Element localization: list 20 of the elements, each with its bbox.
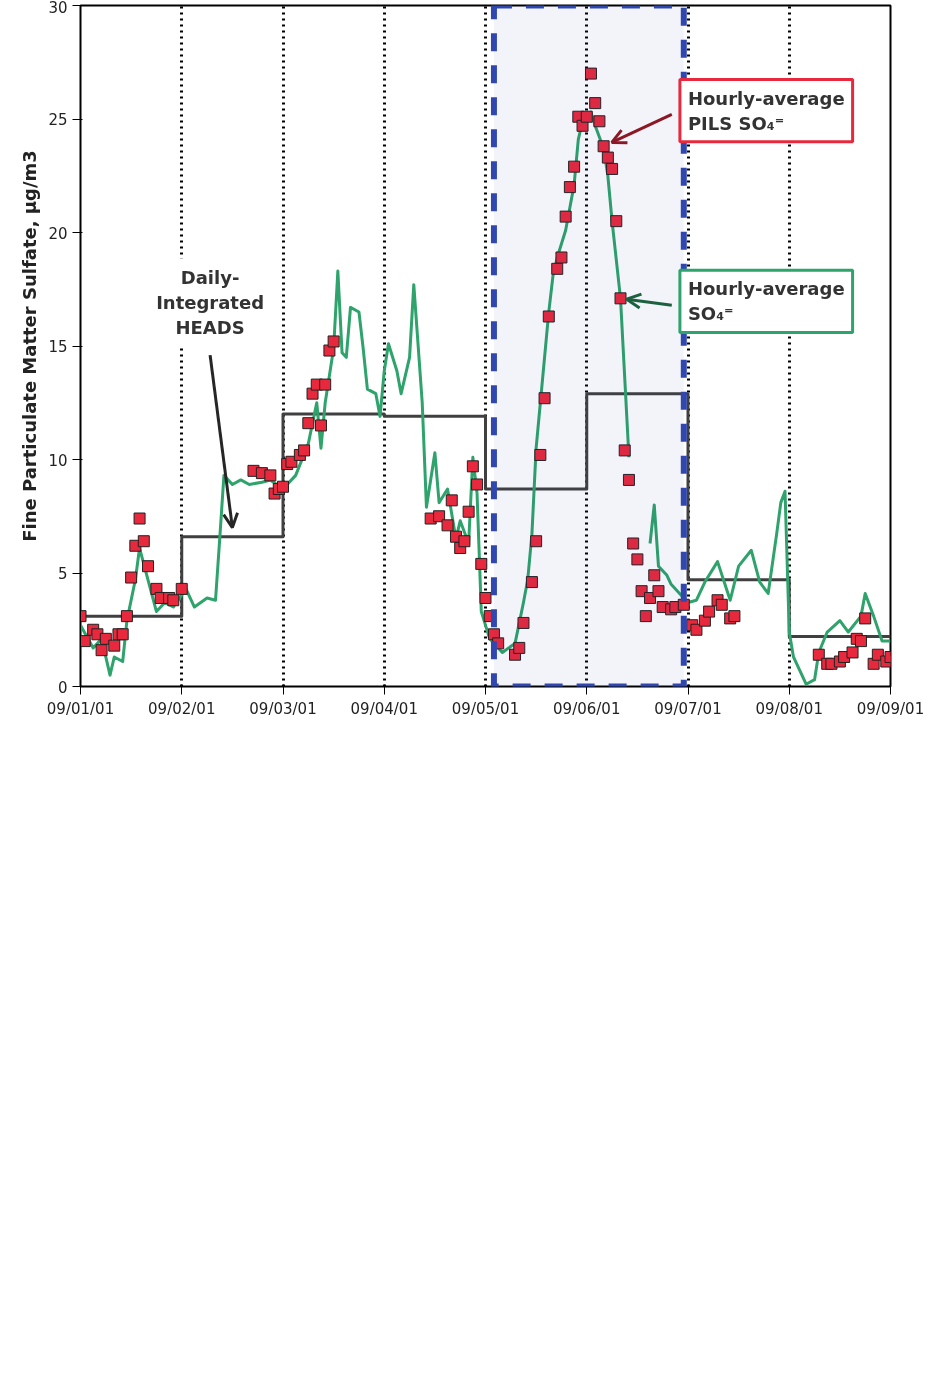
x-tick-label: 09/07/01 <box>654 699 722 718</box>
y-tick-label: 5 <box>57 565 68 583</box>
x-tick-label: 09/02/01 <box>148 699 216 718</box>
y-tick-label: 10 <box>48 451 68 470</box>
text: Daily-Integrated HEADS <box>156 266 265 338</box>
y-tick-label: 25 <box>48 111 68 129</box>
x-tick-label: 09/05/01 <box>451 699 520 718</box>
x-tick-label: 09/04/01 <box>350 699 418 718</box>
y-axis-title: Fine Particulate Matter Sulfate, µg/m3 <box>19 150 41 542</box>
y-tick-label: 30 <box>48 0 68 17</box>
y-tick-label: 0 <box>57 678 68 697</box>
text: Hourly-average SO₄⁼ <box>687 278 845 325</box>
y-tick-label: 15 <box>48 338 68 356</box>
y-tick-label: 20 <box>48 224 68 243</box>
text: Hourly-average PILS SO₄⁼ <box>687 87 845 134</box>
x-tick-label: 09/09/01 <box>856 699 925 718</box>
x-tick-label: 09/01/01 <box>46 699 115 718</box>
x-tick-label: 09/03/01 <box>249 699 317 718</box>
x-tick-label: 09/08/01 <box>755 699 823 718</box>
x-tick-label: 09/06/01 <box>553 699 621 718</box>
